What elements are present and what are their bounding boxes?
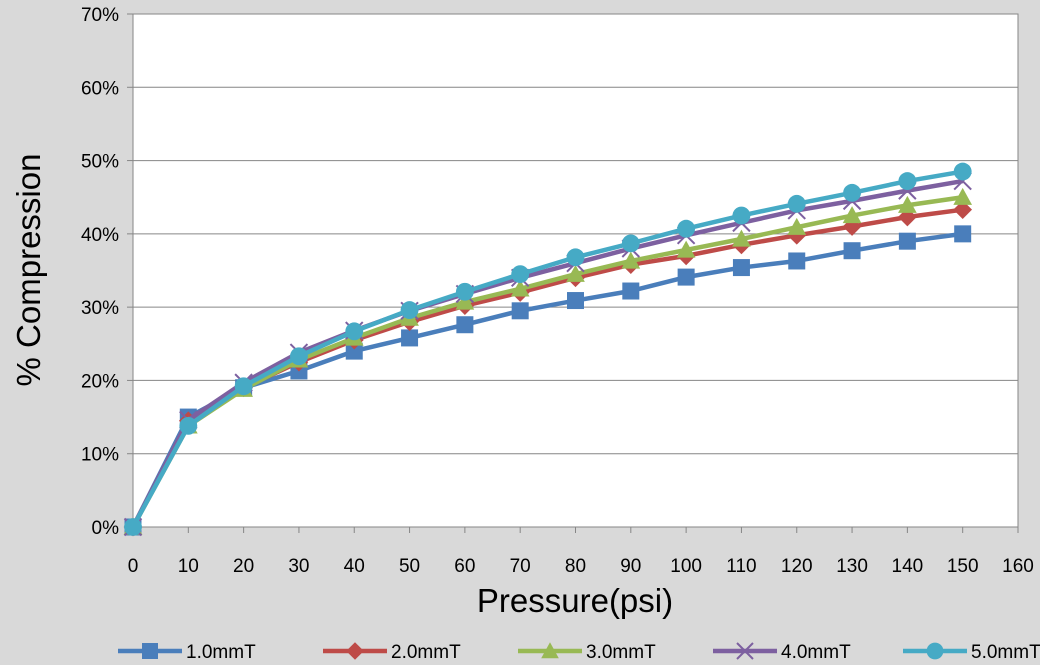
y-tick-label: 70% <box>81 5 119 26</box>
data-point <box>788 252 806 270</box>
x-tick-label: 20 <box>233 556 254 577</box>
data-point <box>843 242 861 260</box>
x-tick-label: 40 <box>344 556 365 577</box>
x-tick-label: 90 <box>620 556 641 577</box>
data-point <box>787 217 807 235</box>
legend-label: 1.0mmT <box>186 642 256 663</box>
data-point <box>732 206 751 225</box>
data-point <box>677 219 696 238</box>
data-point <box>566 264 585 282</box>
x-tick-label: 160 <box>1002 556 1034 577</box>
data-point <box>787 194 806 213</box>
x-tick-label: 150 <box>947 556 979 577</box>
data-point <box>954 225 972 243</box>
x-tick-label: 60 <box>454 556 475 577</box>
legend-item: 3.0mmT <box>518 642 656 663</box>
legend-marker <box>346 642 364 660</box>
data-point <box>898 195 917 213</box>
x-tick-label: 30 <box>288 556 309 577</box>
y-tick-label: 20% <box>81 371 119 392</box>
x-tick-label: 110 <box>726 556 756 577</box>
data-point <box>953 162 972 181</box>
data-point <box>179 416 198 435</box>
data-point <box>290 347 308 366</box>
y-tick-label: 50% <box>81 152 119 173</box>
data-point <box>676 240 696 258</box>
x-tick-label: 130 <box>836 556 868 577</box>
data-point <box>621 234 640 253</box>
data-point <box>953 200 973 220</box>
data-point <box>511 265 530 284</box>
legend: 1.0mmT 2.0mmT 3.0mmT 4.0mmT 5.0mmT <box>118 642 1040 663</box>
data-point <box>677 268 695 286</box>
legend-label: 2.0mmT <box>391 642 461 663</box>
data-point <box>455 282 474 301</box>
data-point <box>124 518 142 536</box>
legend-item: 2.0mmT <box>323 642 461 663</box>
y-tick-labels: 0% 10% 20% 30% 40% 50% 60% 70% <box>81 5 119 539</box>
x-tick-label: 100 <box>670 556 702 577</box>
data-point <box>732 229 751 247</box>
data-point <box>456 316 474 334</box>
x-tick-label: 120 <box>781 556 813 577</box>
x-tick-labels: 0 10 20 30 40 50 60 70 80 90 100 110 120 130 140 150 160 <box>128 556 1034 577</box>
legend-label: 5.0mmT <box>971 642 1040 663</box>
x-tick-label: 50 <box>399 556 420 577</box>
legend-item: 4.0mmT <box>713 642 851 663</box>
y-tick-label: 30% <box>81 298 119 319</box>
series-line <box>131 178 964 529</box>
legend-item: 5.0mmT <box>903 642 1040 663</box>
data-point <box>401 329 419 347</box>
x-axis-label: Pressure(psi) <box>477 582 673 619</box>
x-tick-label: 140 <box>892 556 924 577</box>
data-point <box>621 251 641 269</box>
legend-marker <box>541 642 559 659</box>
legend-marker <box>926 642 944 660</box>
data-point <box>510 279 530 297</box>
y-tick-label: 60% <box>81 78 119 99</box>
series-line <box>130 231 963 529</box>
data-point <box>345 322 364 341</box>
series-line <box>131 194 964 529</box>
data-point <box>898 172 917 191</box>
y-tick-label: 0% <box>92 518 120 539</box>
data-point <box>400 301 419 319</box>
data-point <box>842 206 862 224</box>
series-5.0mmT <box>124 162 972 536</box>
y-axis-label: % Compression <box>10 154 47 387</box>
y-tick-label: 10% <box>81 445 119 466</box>
data-point <box>898 232 916 250</box>
x-tick-label: 80 <box>565 556 586 577</box>
data-point <box>345 342 363 360</box>
legend-item: 1.0mmT <box>118 642 256 663</box>
series-group <box>123 162 973 537</box>
data-point <box>953 187 973 205</box>
data-point <box>567 292 584 310</box>
data-point <box>843 183 861 202</box>
data-point <box>622 282 640 300</box>
legend-marker <box>736 642 754 660</box>
legend-label: 3.0mmT <box>586 642 656 663</box>
data-point <box>732 259 750 277</box>
data-point <box>511 302 529 320</box>
legend-label: 4.0mmT <box>781 642 851 663</box>
x-tick-label: 10 <box>178 556 199 577</box>
data-point <box>455 292 475 310</box>
series-line <box>131 169 964 529</box>
data-point <box>234 377 253 396</box>
legend-marker <box>142 643 158 659</box>
x-tick-label: 70 <box>510 556 531 577</box>
data-point <box>566 248 585 267</box>
y-tick-label: 40% <box>81 225 119 246</box>
x-tick-label: 0 <box>128 556 139 577</box>
